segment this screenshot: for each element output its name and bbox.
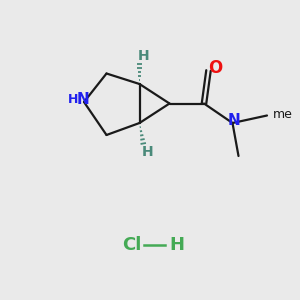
Text: N: N (228, 113, 240, 128)
Text: H: H (169, 236, 184, 253)
Text: Cl: Cl (122, 236, 142, 253)
Text: O: O (208, 59, 222, 77)
Text: H: H (137, 50, 149, 63)
Text: H: H (68, 93, 78, 106)
Text: H: H (142, 145, 153, 159)
Text: me: me (272, 108, 292, 121)
Text: N: N (76, 92, 89, 107)
